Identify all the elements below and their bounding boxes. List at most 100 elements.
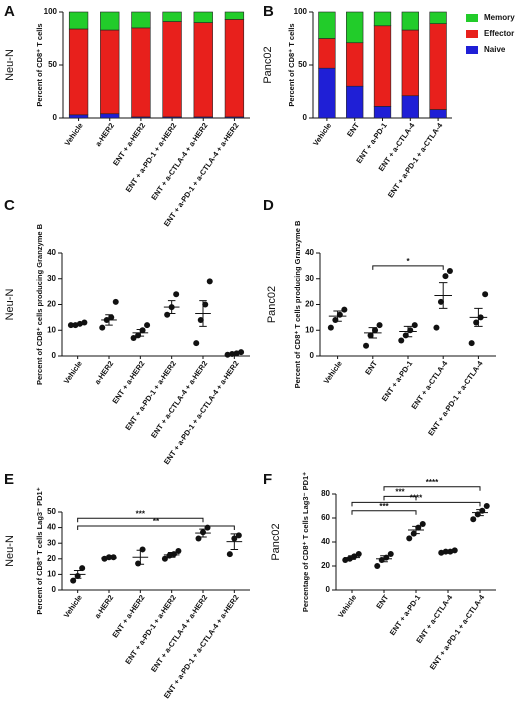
bar-segment <box>224 19 245 118</box>
x-tick-label: ENT + a-PD-1 + a-CTLA-4 <box>386 120 445 199</box>
x-tick-label: ENT + a-CTLA-4 + a-HER2 <box>149 359 209 440</box>
data-point <box>342 557 349 563</box>
y-tick-label: 20 <box>47 554 56 563</box>
bar-segment <box>401 95 419 119</box>
y-tick-label: 10 <box>47 570 56 579</box>
data-point <box>226 551 233 558</box>
error-bar <box>136 549 145 565</box>
bar-segment <box>429 109 447 119</box>
x-tick-label: ENT <box>345 121 361 139</box>
x-tick-label: Vehicle <box>311 121 333 147</box>
significance-bracket <box>372 265 444 270</box>
bar-segment <box>346 11 364 44</box>
data-point <box>173 291 180 298</box>
data-point <box>112 298 119 305</box>
data-point <box>419 521 426 527</box>
bar-segment <box>100 113 120 119</box>
y-tick-label: 30 <box>305 274 314 283</box>
data-point <box>130 334 137 341</box>
data-point <box>164 311 171 318</box>
bar-segment <box>68 28 89 116</box>
data-point <box>135 560 142 567</box>
bar-segment <box>429 23 447 110</box>
significance-label: *** <box>136 509 146 518</box>
y-axis-label: Percent of CD8⁺ cells producing Granzyme… <box>35 223 44 385</box>
y-tick-label: 30 <box>47 274 56 283</box>
error-bar <box>412 525 420 535</box>
y-tick-label: 40 <box>47 248 56 257</box>
y-tick-label: 0 <box>310 351 315 360</box>
data-point <box>108 314 115 321</box>
x-tick-label: ENT + a-PD-1 + a-CTLA-4 <box>428 592 487 671</box>
significance-bracket <box>351 501 481 507</box>
error-bar <box>474 307 483 327</box>
data-point <box>446 268 453 275</box>
x-tick-label: ENT + a-PD-1 <box>388 593 423 637</box>
data-point <box>411 322 418 329</box>
side-label: Neu-N <box>4 289 16 321</box>
bar-segment <box>68 11 89 30</box>
data-point <box>355 551 362 557</box>
panel-letter: B <box>263 3 274 20</box>
y-axis-label: Percent of CD8⁺ T cells <box>35 23 44 106</box>
data-point <box>482 291 489 298</box>
y-tick-label: 50 <box>48 60 57 69</box>
data-point <box>235 532 242 539</box>
legend-swatch <box>466 30 478 38</box>
x-tick-label: ENT + a-HER2 <box>111 121 147 167</box>
y-tick-label: 100 <box>44 7 58 16</box>
data-point <box>341 306 348 313</box>
data-point <box>363 342 370 349</box>
significance-label: *** <box>379 502 389 511</box>
bar-segment <box>429 11 447 24</box>
error-bar <box>105 314 113 326</box>
error-bar <box>73 322 82 326</box>
side-label: Panc02 <box>262 46 274 83</box>
bar-segment <box>318 67 336 119</box>
significance-label: ** <box>153 517 160 526</box>
bar-segment <box>318 11 336 39</box>
data-point <box>204 524 211 531</box>
error-bar <box>380 555 388 563</box>
y-tick-label: 10 <box>305 325 314 334</box>
x-tick-label: Vehicle <box>62 359 84 385</box>
data-point <box>195 535 202 542</box>
panel-letter: A <box>4 3 15 20</box>
y-tick-label: 0 <box>52 351 57 360</box>
data-point <box>387 551 394 557</box>
x-tick-label: a-HER2 <box>93 593 116 620</box>
data-point <box>139 546 146 553</box>
bar-segment <box>224 11 245 20</box>
bar-segment <box>131 27 151 118</box>
data-point <box>202 301 209 308</box>
error-bar <box>348 555 356 560</box>
panel-letter: D <box>263 197 274 214</box>
y-tick-label: 60 <box>321 513 330 522</box>
data-point <box>81 319 88 326</box>
data-point <box>161 555 168 562</box>
y-tick-label: 30 <box>47 538 56 547</box>
error-bar <box>444 550 452 553</box>
data-point <box>433 324 440 331</box>
significance-label: * <box>406 257 410 266</box>
data-point <box>451 547 458 554</box>
y-axis-label: Percentage of CD8⁺ T cells Lag3⁻ PD1⁺ <box>301 472 310 612</box>
significance-label: **** <box>410 494 423 503</box>
y-tick-label: 20 <box>305 300 314 309</box>
y-tick-label: 20 <box>321 561 330 570</box>
x-tick-label: ENT + a-HER2 <box>110 359 146 405</box>
x-tick-label: ENT + a-CTLA-4 + a-HER2 <box>149 593 209 674</box>
significance-bracket <box>383 486 481 491</box>
significance-bracket <box>383 495 417 501</box>
x-tick-label: ENT + a-HER2 <box>110 593 146 639</box>
legend-label: Effector <box>484 29 514 38</box>
y-tick-label: 0 <box>53 113 58 122</box>
x-tick-label: a-HER2 <box>93 359 116 386</box>
bar-segment <box>401 11 419 31</box>
data-point <box>193 340 200 347</box>
y-tick-label: 10 <box>47 325 56 334</box>
side-label: Neu-N <box>4 49 16 81</box>
error-bar <box>167 552 176 558</box>
data-point <box>197 316 204 323</box>
